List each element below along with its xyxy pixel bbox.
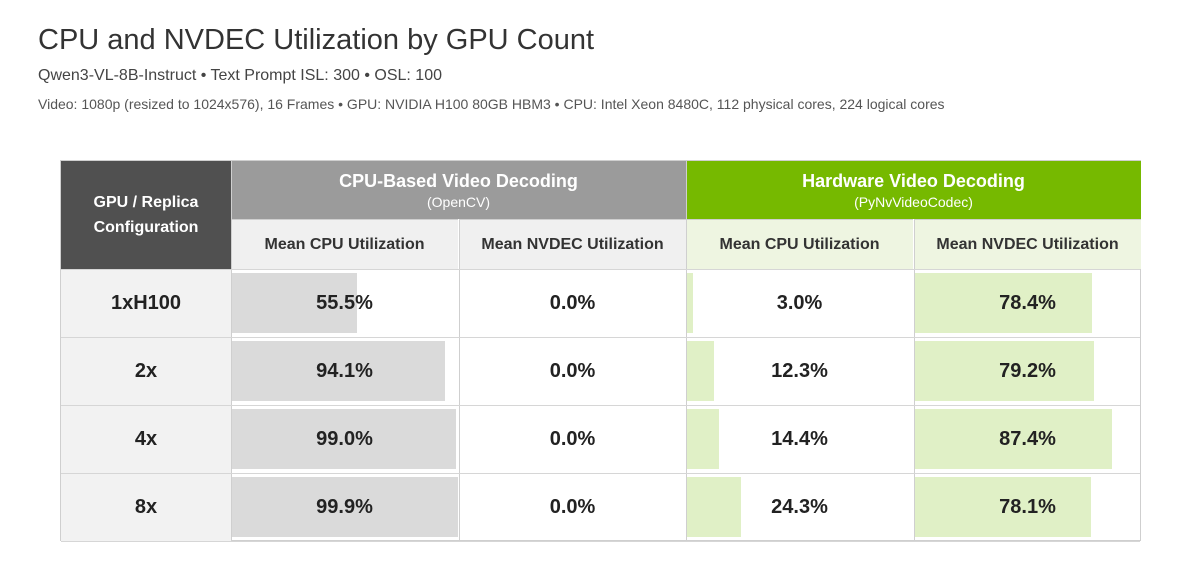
row-divider	[61, 473, 1140, 474]
utilization-bar	[914, 409, 1113, 469]
hw-decoding-mean-nvdec-cell: 78.4%	[914, 269, 1141, 337]
hw-decoding-mean-cpu-cell: 24.3%	[686, 473, 913, 541]
hardware-note: Video: 1080p (resized to 1024x576), 16 F…	[38, 96, 945, 112]
utilization-bar	[686, 341, 714, 401]
column-header-cpu-mean-nvdec: Mean NVDEC Utilization	[459, 219, 686, 269]
utilization-value: 78.4%	[999, 291, 1056, 314]
cpu-decoding-mean-nvdec-cell: 0.0%	[459, 405, 686, 473]
utilization-bar	[231, 477, 458, 537]
cpu-decoding-mean-nvdec-cell: 0.0%	[459, 337, 686, 405]
utilization-value: 0.0%	[549, 359, 596, 382]
row-label: 4x	[61, 405, 231, 473]
utilization-value: 0.0%	[549, 495, 596, 518]
utilization-bar	[914, 477, 1092, 537]
config-header-line-2: Configuration	[93, 219, 199, 236]
cpu-decoding-mean-nvdec-cell: 0.0%	[459, 473, 686, 541]
hw-decoding-mean-cpu-cell: 3.0%	[686, 269, 913, 337]
hw-decoding-mean-cpu-cell: 14.4%	[686, 405, 913, 473]
row-label: 1xH100	[61, 269, 231, 337]
utilization-value: 3.0%	[776, 291, 823, 314]
row-divider	[61, 541, 1140, 542]
utilization-bar	[914, 341, 1094, 401]
hardware-decoding-group-header: Hardware Video Decoding (PyNvVideoCodec)	[686, 161, 1141, 219]
utilization-bar	[686, 477, 742, 537]
column-divider	[686, 161, 687, 541]
utilization-table: GPU / Replica Configuration CPU-Based Vi…	[60, 160, 1141, 542]
cpu-decoding-group-header: CPU-Based Video Decoding (OpenCV)	[231, 161, 686, 219]
column-divider	[231, 161, 232, 541]
utilization-bar	[686, 409, 719, 469]
hw-group-title: Hardware Video Decoding	[802, 170, 1025, 191]
hw-group-subtitle: (PyNvVideoCodec)	[854, 193, 973, 210]
cpu-decoding-mean-cpu-cell: 94.1%	[231, 337, 458, 405]
cpu-decoding-mean-cpu-cell: 99.9%	[231, 473, 458, 541]
utilization-bar	[231, 273, 357, 333]
row-divider	[61, 405, 1140, 406]
utilization-value: 12.3%	[771, 359, 828, 382]
config-header: GPU / Replica Configuration	[61, 161, 231, 269]
column-header-cpu-mean-cpu: Mean CPU Utilization	[231, 219, 458, 269]
row-divider	[61, 269, 1140, 270]
row-divider	[61, 337, 1140, 338]
column-header-hw-mean-nvdec: Mean NVDEC Utilization	[914, 219, 1141, 269]
row-label: 2x	[61, 337, 231, 405]
utilization-value: 79.2%	[999, 359, 1056, 382]
hw-decoding-mean-nvdec-cell: 79.2%	[914, 337, 1141, 405]
cpu-group-subtitle: (OpenCV)	[426, 193, 491, 210]
utilization-value: 14.4%	[771, 427, 828, 450]
cpu-decoding-mean-nvdec-cell: 0.0%	[459, 269, 686, 337]
utilization-value: 55.5%	[316, 291, 373, 314]
cpu-decoding-mean-cpu-cell: 99.0%	[231, 405, 458, 473]
column-divider	[459, 219, 460, 541]
utilization-value: 87.4%	[999, 427, 1056, 450]
hw-decoding-mean-nvdec-cell: 78.1%	[914, 473, 1141, 541]
utilization-value: 24.3%	[771, 495, 828, 518]
column-divider	[914, 219, 915, 541]
utilization-value: 99.0%	[316, 427, 373, 450]
page-title: CPU and NVDEC Utilization by GPU Count	[38, 24, 595, 56]
utilization-bar	[231, 341, 445, 401]
config-header-line-1: GPU / Replica	[93, 194, 199, 211]
utilization-bar	[914, 273, 1092, 333]
utilization-value: 0.0%	[549, 427, 596, 450]
utilization-value: 78.1%	[999, 495, 1056, 518]
utilization-value: 94.1%	[316, 359, 373, 382]
utilization-bar	[686, 273, 693, 333]
hw-decoding-mean-cpu-cell: 12.3%	[686, 337, 913, 405]
page-subtitle: Qwen3-VL-8B-Instruct • Text Prompt ISL: …	[38, 67, 442, 84]
column-header-hw-mean-cpu: Mean CPU Utilization	[686, 219, 913, 269]
utilization-value: 99.9%	[316, 495, 373, 518]
cpu-group-title: CPU-Based Video Decoding	[339, 170, 578, 191]
hw-decoding-mean-nvdec-cell: 87.4%	[914, 405, 1141, 473]
row-label: 8x	[61, 473, 231, 541]
cpu-decoding-mean-cpu-cell: 55.5%	[231, 269, 458, 337]
utilization-value: 0.0%	[549, 291, 596, 314]
utilization-bar	[231, 409, 456, 469]
